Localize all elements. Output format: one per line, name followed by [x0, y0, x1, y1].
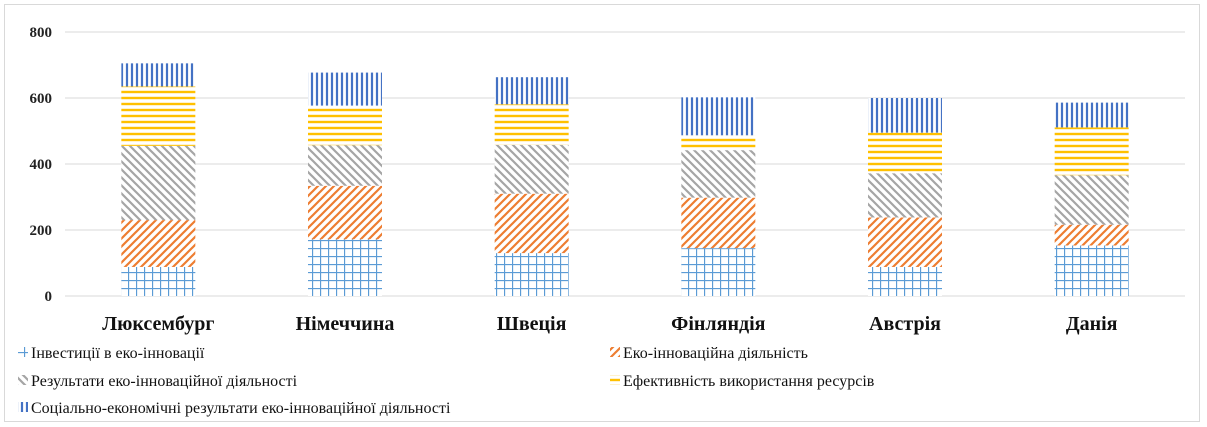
legend-item: Еко-інноваційна діяльність — [610, 345, 808, 362]
bar-segment — [121, 220, 196, 267]
bar-segment — [121, 266, 196, 296]
bar-segment — [1054, 127, 1129, 176]
bar-segment — [121, 86, 196, 146]
bar-segment — [681, 248, 756, 296]
bar-segment — [494, 253, 569, 296]
bar-segment — [308, 185, 382, 240]
bar-stack — [868, 98, 942, 296]
bar-segment — [868, 132, 942, 174]
bar-segment — [308, 239, 382, 296]
bar-segment — [1054, 245, 1129, 296]
legend-item: Інвестиції в еко-інновації — [18, 345, 205, 362]
legend-label: Ефективність використання ресурсів — [623, 373, 875, 390]
y-tick-label: 400 — [30, 157, 53, 173]
bar-segment — [494, 144, 569, 194]
legend-swatch — [18, 347, 28, 357]
legend-label: Еко-інноваційна діяльність — [623, 345, 808, 362]
bar-segment — [868, 173, 942, 218]
bar-segment — [308, 145, 382, 186]
bar-segment — [308, 72, 382, 106]
bar-segment — [681, 197, 756, 249]
bar-segment — [681, 97, 756, 136]
bar-segment — [681, 150, 756, 198]
legend-swatch — [18, 402, 28, 412]
legend-item: Соціально-економічні результати еко-інно… — [18, 400, 451, 417]
x-axis-labels: Люксембург Німеччина Швеція Фінляндія Австрі… — [102, 313, 1117, 335]
bar-segment — [868, 217, 942, 267]
legend-label: Інвестиції в еко-інновації — [31, 345, 205, 362]
bar-stack — [308, 72, 382, 296]
legend: Інвестиції в еко-інновації Еко-інноваційн… — [18, 345, 875, 417]
legend-label: Результати еко-інноваційної діяльності — [31, 373, 298, 390]
bars — [121, 63, 1129, 296]
bar-segment — [681, 135, 756, 151]
bar-segment — [494, 104, 569, 145]
bar-segment — [121, 63, 196, 87]
legend-item: Ефективність використання ресурсів — [610, 373, 875, 390]
legend-swatch — [18, 375, 28, 385]
chart-frame — [4, 4, 1200, 422]
bar-segment — [494, 193, 569, 254]
y-tick-label: 600 — [30, 91, 53, 107]
legend-swatch — [610, 375, 620, 385]
bar-stack — [1054, 102, 1129, 296]
bar-segment — [868, 266, 942, 296]
x-category-label: Німеччина — [296, 313, 395, 335]
bar-segment — [308, 105, 382, 146]
y-tick-label: 800 — [30, 25, 53, 41]
bar-stack — [121, 63, 196, 296]
y-axis-ticks: 0 200 400 600 800 — [30, 25, 53, 305]
x-category-label: Данія — [1066, 313, 1118, 335]
bar-stack — [681, 97, 756, 296]
legend-label: Соціально-економічні результати еко-інно… — [31, 400, 451, 417]
legend-swatch — [610, 347, 620, 357]
y-tick-label: 200 — [30, 223, 53, 239]
x-category-label: Австрія — [869, 313, 941, 335]
grid-lines — [65, 31, 1185, 297]
y-tick-label: 0 — [45, 289, 53, 305]
bar-segment — [121, 145, 196, 221]
bar-segment — [1054, 102, 1129, 128]
bar-segment — [868, 98, 942, 133]
bar-segment — [1054, 224, 1129, 246]
legend-item: Результати еко-інноваційної діяльності — [18, 373, 298, 390]
x-category-label: Фінляндія — [671, 313, 765, 335]
bar-stack — [494, 77, 569, 296]
bar-segment — [1054, 175, 1129, 225]
x-category-label: Люксембург — [102, 313, 214, 335]
x-category-label: Швеція — [497, 313, 567, 335]
bar-segment — [494, 77, 569, 105]
